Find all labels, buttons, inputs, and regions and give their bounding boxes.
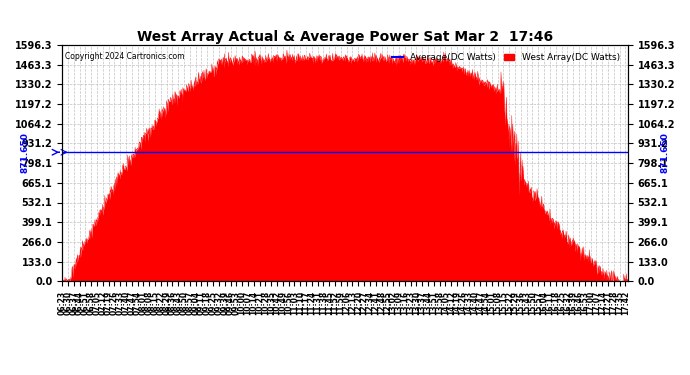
Title: West Array Actual & Average Power Sat Mar 2  17:46: West Array Actual & Average Power Sat Ma…: [137, 30, 553, 44]
Text: 871.650: 871.650: [660, 132, 669, 172]
Text: 871.650: 871.650: [21, 132, 30, 172]
Text: Copyright 2024 Cartronics.com: Copyright 2024 Cartronics.com: [65, 52, 184, 61]
Legend: Average(DC Watts), West Array(DC Watts): Average(DC Watts), West Array(DC Watts): [389, 50, 623, 66]
